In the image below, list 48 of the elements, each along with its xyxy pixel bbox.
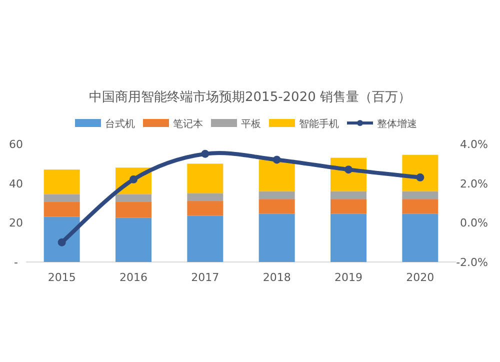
- bar: [330, 191, 366, 200]
- x-tick-label: 2020: [406, 271, 434, 284]
- point: [201, 150, 210, 158]
- bar: [258, 191, 295, 200]
- bar: [258, 214, 295, 262]
- bar: [330, 214, 366, 262]
- y2-tick-label: -2.0%: [456, 256, 488, 269]
- bar: [44, 216, 80, 262]
- legend-label: 整体增速: [377, 118, 417, 130]
- y2-tick-label: 0.0%: [460, 216, 488, 230]
- bar: [402, 191, 438, 200]
- bar: [258, 199, 295, 214]
- x-tick-label: 2018: [262, 271, 291, 284]
- point: [58, 238, 66, 246]
- y-tick-label: 40: [9, 177, 23, 190]
- y-tick-label: 20: [9, 216, 23, 230]
- x-tick-label: 2017: [191, 271, 220, 284]
- x-tick-label: 2015: [48, 271, 76, 284]
- x-tick-label: 2019: [334, 271, 362, 284]
- bar: [44, 194, 80, 202]
- bar: [330, 199, 366, 214]
- y2-tick-label: 2.0%: [460, 177, 488, 190]
- point: [344, 166, 352, 174]
- legend-label: 台式机: [105, 118, 135, 130]
- y2-tick-label: 4.0%: [460, 138, 488, 151]
- bar: [402, 154, 438, 192]
- y-tick-label: -: [14, 256, 18, 269]
- point: [272, 156, 281, 164]
- bar: [116, 218, 152, 262]
- legend-label: 平板: [241, 118, 261, 130]
- bar: [402, 199, 438, 214]
- x-tick-label: 2016: [120, 271, 148, 284]
- bar: [187, 193, 224, 202]
- bar: [187, 216, 224, 262]
- bar: [402, 214, 438, 262]
- point: [416, 173, 424, 182]
- point: [130, 175, 138, 184]
- bar: [187, 201, 224, 216]
- bar: [116, 194, 152, 202]
- bar: [187, 164, 224, 194]
- bar: [258, 160, 295, 192]
- legend-label: 智能手机: [299, 118, 339, 130]
- y-tick-label: 60: [9, 138, 23, 151]
- bar: [44, 202, 80, 217]
- chart-title: 中国商用智能终端市场预期2015-2020 销售量（百万）: [89, 90, 411, 105]
- legend-label: 笔记本: [173, 118, 203, 130]
- bar: [44, 170, 80, 194]
- bar: [116, 202, 152, 218]
